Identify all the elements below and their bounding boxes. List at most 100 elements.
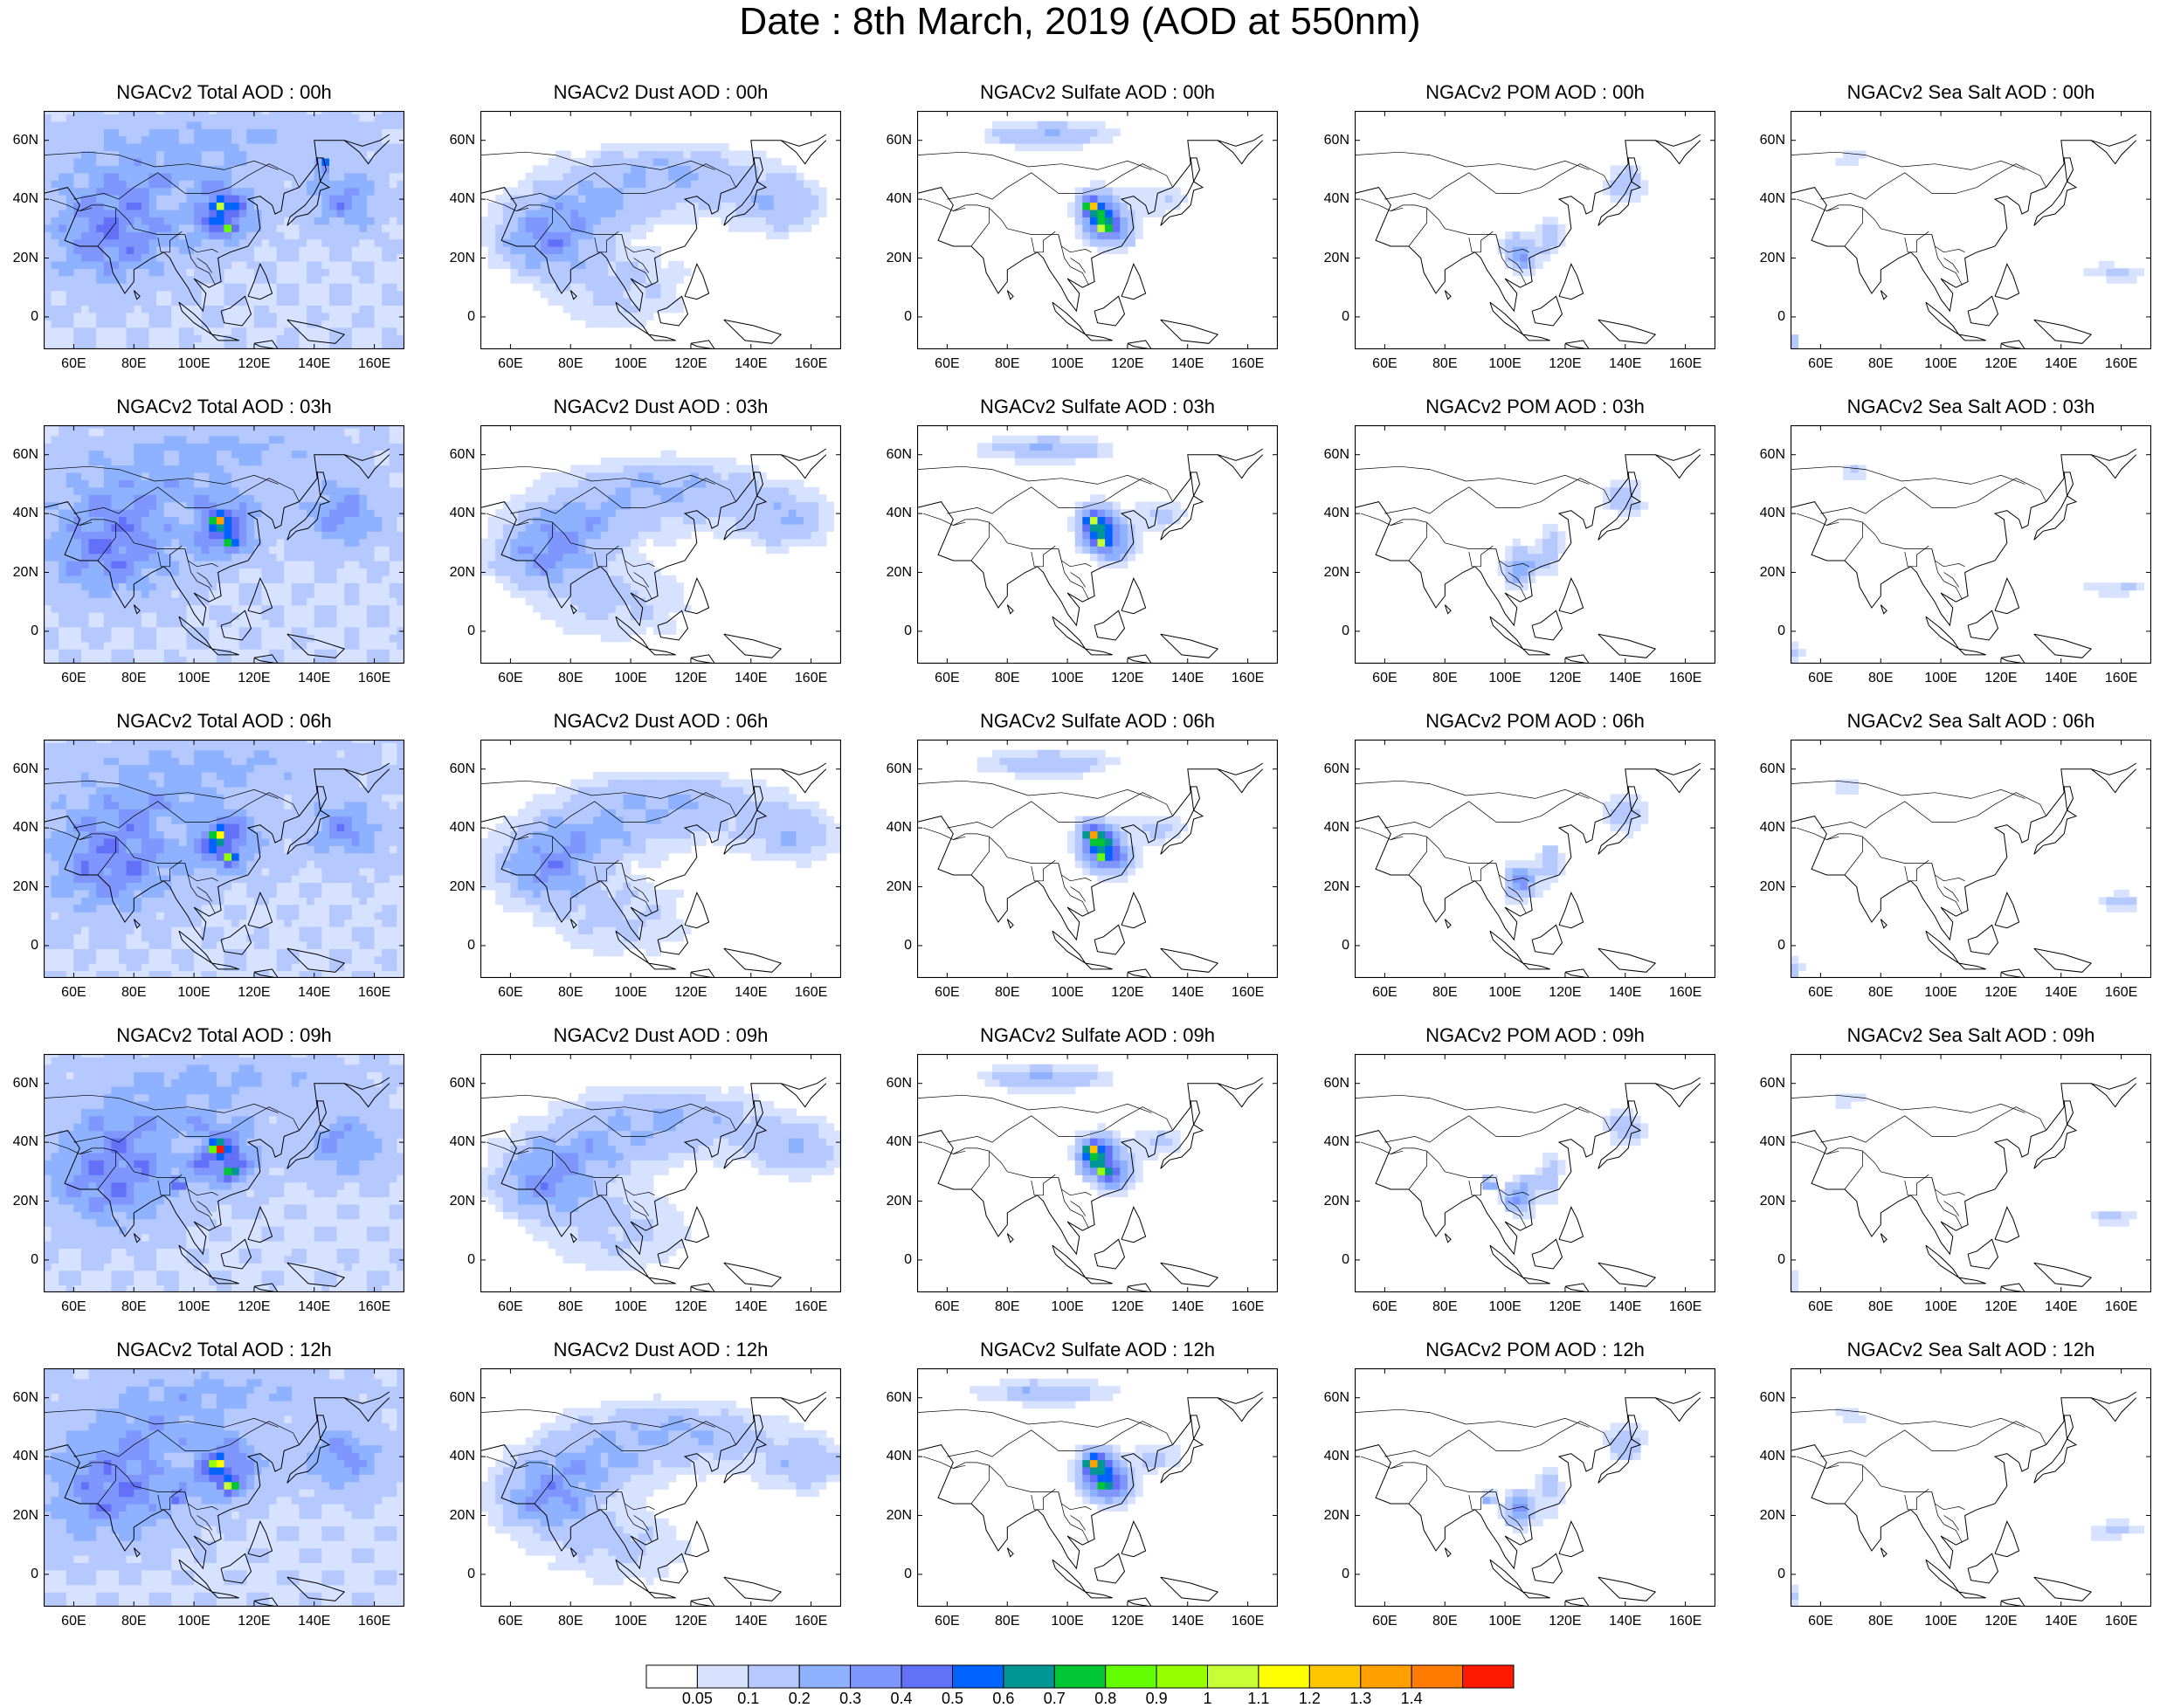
aod-cell bbox=[721, 209, 729, 217]
lon-tick-label: 120E bbox=[1984, 356, 2018, 371]
aod-cell bbox=[44, 187, 52, 196]
aod-cell bbox=[314, 327, 322, 335]
aod-cell bbox=[359, 290, 368, 299]
aod-cell bbox=[253, 538, 263, 547]
aod-cell bbox=[163, 597, 172, 606]
aod-cell bbox=[238, 443, 247, 451]
aod-cell bbox=[59, 231, 67, 240]
aod-cell bbox=[246, 523, 255, 532]
aod-cell bbox=[1074, 224, 1083, 232]
aod-cell bbox=[284, 604, 293, 613]
aod-cell bbox=[374, 334, 383, 343]
aod-cell bbox=[668, 217, 677, 225]
aod-cell bbox=[397, 649, 404, 658]
aod-cell bbox=[246, 458, 255, 466]
aod-cell bbox=[518, 268, 527, 277]
aod-cell bbox=[359, 224, 368, 232]
aod-cell bbox=[238, 246, 247, 254]
aod-cell bbox=[389, 546, 397, 554]
aod-cell bbox=[577, 246, 587, 254]
aod-cell bbox=[374, 121, 383, 129]
aod-cell bbox=[397, 327, 404, 335]
aod-cell bbox=[307, 327, 315, 335]
aod-cell bbox=[111, 290, 120, 299]
aod-cell bbox=[134, 114, 142, 122]
aod-cell bbox=[119, 195, 128, 203]
aod-cell bbox=[562, 231, 571, 240]
aod-cell bbox=[359, 604, 368, 613]
aod-cell bbox=[111, 568, 120, 576]
aod-cell bbox=[623, 157, 631, 166]
aod-cell bbox=[593, 157, 602, 166]
aod-cell bbox=[367, 597, 376, 606]
aod-cell bbox=[525, 224, 534, 232]
aod-cell bbox=[238, 268, 247, 277]
aod-cell bbox=[495, 238, 504, 247]
aod-cell bbox=[126, 450, 135, 458]
aod-cell bbox=[238, 209, 247, 217]
aod-cell bbox=[615, 619, 625, 628]
aod-cell bbox=[351, 553, 360, 561]
aod-cell bbox=[269, 135, 278, 144]
aod-cell bbox=[73, 604, 82, 613]
aod-cell bbox=[96, 128, 105, 137]
aod-cell bbox=[675, 260, 684, 269]
aod-cell bbox=[111, 180, 120, 189]
aod-cell bbox=[253, 561, 263, 568]
aod-cell bbox=[585, 187, 594, 196]
aod-cell bbox=[556, 260, 564, 269]
aod-cell bbox=[141, 546, 150, 554]
aod-cell bbox=[321, 320, 330, 328]
aod-cell bbox=[119, 458, 128, 466]
lon-tick-label: 160E bbox=[1231, 356, 1265, 371]
aod-cell bbox=[231, 298, 240, 306]
aod-cell bbox=[299, 341, 307, 349]
aod-cell bbox=[374, 634, 383, 643]
aod-cell bbox=[134, 494, 142, 503]
aod-cell bbox=[518, 575, 527, 583]
aod-cell bbox=[773, 195, 782, 203]
aod-cell bbox=[194, 472, 203, 480]
aod-cell bbox=[570, 260, 579, 269]
aod-cell bbox=[44, 283, 52, 292]
aod-cell bbox=[615, 157, 625, 166]
aod-cell bbox=[307, 604, 315, 613]
aod-cell bbox=[44, 320, 52, 328]
aod-cell bbox=[269, 546, 278, 554]
aod-cell bbox=[329, 135, 338, 144]
aod-cell bbox=[171, 150, 180, 159]
aod-cell bbox=[359, 575, 368, 583]
aod-cell bbox=[525, 494, 534, 503]
aod-cell bbox=[194, 320, 203, 328]
aod-cell bbox=[171, 180, 180, 189]
aod-cell bbox=[126, 165, 135, 174]
aod-cell bbox=[148, 479, 157, 488]
aod-cell bbox=[631, 320, 639, 328]
aod-cell bbox=[216, 494, 225, 503]
aod-cell bbox=[51, 121, 59, 129]
aod-cell bbox=[156, 238, 165, 247]
aod-cell bbox=[336, 612, 345, 620]
aod-cell bbox=[367, 465, 376, 473]
aod-cell bbox=[59, 202, 67, 210]
aod-cell bbox=[518, 568, 527, 576]
aod-cell bbox=[126, 238, 135, 247]
aod-cell bbox=[556, 172, 564, 181]
aod-cell bbox=[374, 157, 383, 166]
aod-cell bbox=[397, 341, 404, 349]
aod-cell bbox=[735, 165, 744, 174]
aod-cell bbox=[148, 327, 157, 335]
aod-cell bbox=[148, 553, 157, 561]
aod-cell bbox=[163, 509, 172, 518]
aod-cell bbox=[690, 516, 700, 525]
aod-cell bbox=[73, 582, 82, 591]
aod-cell bbox=[253, 334, 263, 343]
aod-cell bbox=[495, 531, 504, 540]
aod-cell bbox=[1082, 209, 1091, 217]
aod-cell bbox=[96, 246, 105, 254]
aod-cell bbox=[111, 253, 120, 262]
aod-cell bbox=[608, 157, 617, 166]
aod-cell bbox=[307, 268, 315, 277]
aod-cell bbox=[134, 425, 142, 429]
aod-cell bbox=[186, 472, 195, 480]
